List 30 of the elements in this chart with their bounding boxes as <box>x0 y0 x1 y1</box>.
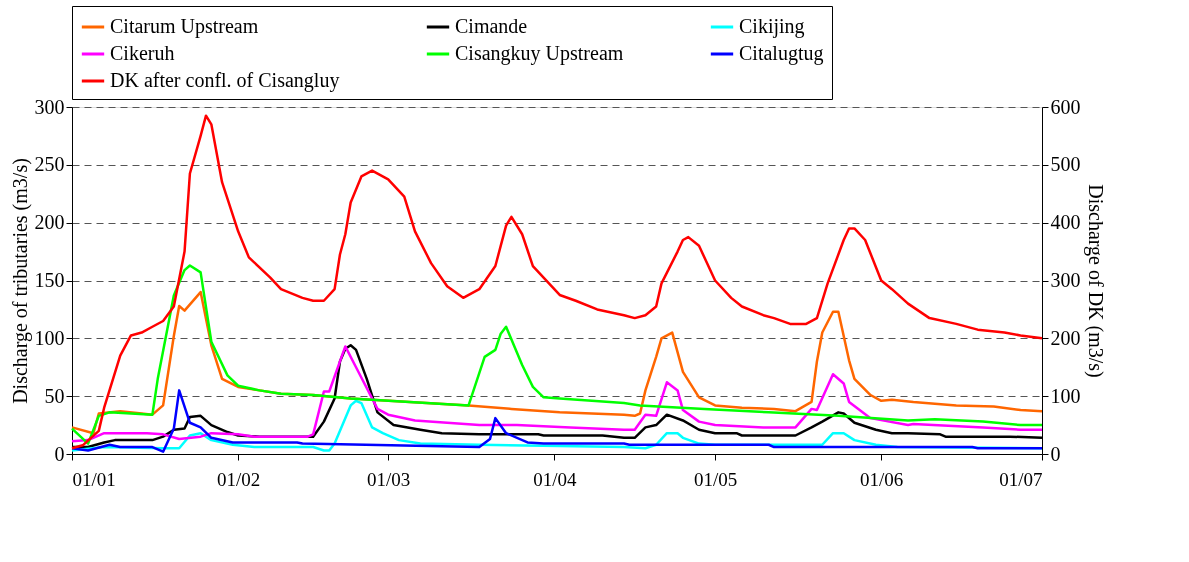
y2-tick-label: 600 <box>1050 95 1081 118</box>
y-tick-label: 0 <box>54 442 65 465</box>
legend-label: Cimande <box>455 15 528 37</box>
y2-tick-label: 300 <box>1050 269 1081 291</box>
x-tick-label: 01/01 <box>72 468 116 490</box>
x-tick-label: 01/03 <box>367 468 411 490</box>
legend-label: Cikeruh <box>110 42 175 64</box>
y2-tick-label: 0 <box>1050 442 1061 465</box>
legend-label: Cikijing <box>739 15 805 38</box>
x-tick-label: 01/05 <box>693 468 738 490</box>
legend-label: Citarum Upstream <box>110 15 259 38</box>
legend-label: DK after confl. of Cisangluy <box>110 69 340 92</box>
legend-label: Citalugtug <box>739 42 824 65</box>
y-axis-title: Discharge of tributaries (m3/s) <box>8 158 32 404</box>
y-tick-label: 150 <box>34 269 65 291</box>
y2-tick-label: 100 <box>1050 384 1081 407</box>
y2-tick-label: 500 <box>1050 153 1081 176</box>
y2-tick-label: 200 <box>1050 326 1081 349</box>
y2-tick-label: 400 <box>1050 211 1081 234</box>
y-tick-label: 300 <box>34 95 65 118</box>
x-tick-label: 01/07 <box>999 468 1043 490</box>
y-tick-label: 50 <box>44 384 65 407</box>
x-tick-label: 01/04 <box>533 468 577 490</box>
y-tick-label: 100 <box>34 326 65 349</box>
x-tick-label: 01/02 <box>216 468 261 490</box>
y2-axis-title: Discharge of DK (m3/s) <box>1083 184 1107 378</box>
y-tick-label: 250 <box>34 153 65 176</box>
legend-label: Cisangkuy Upstream <box>455 42 624 65</box>
x-tick-label: 01/06 <box>860 468 904 490</box>
y-tick-label: 200 <box>34 211 65 234</box>
